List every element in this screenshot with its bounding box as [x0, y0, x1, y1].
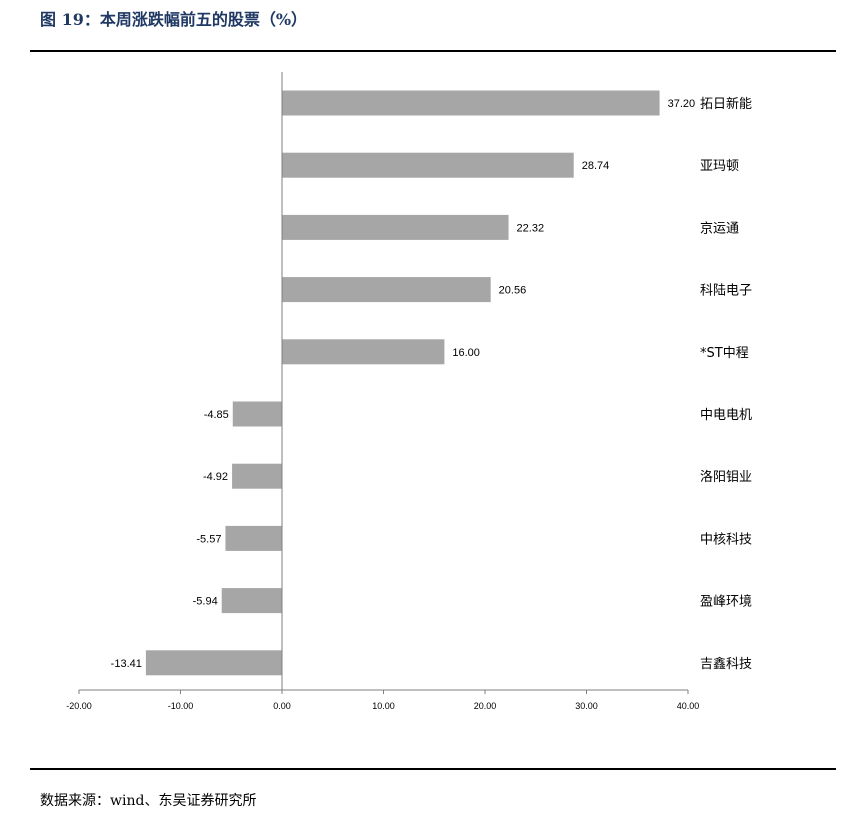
value-label-3: 22.32	[517, 222, 545, 234]
category-label-5: *ST中程	[700, 346, 749, 361]
value-label-4: 20.56	[499, 285, 527, 297]
category-label-8: 中核科技	[700, 532, 752, 547]
x-tick-label-3: 0.00	[273, 701, 291, 711]
x-tick-label-7: 40.00	[677, 701, 700, 711]
value-label-8: -5.57	[196, 533, 221, 545]
value-label-6: -4.85	[204, 409, 229, 421]
bar-4	[282, 277, 491, 303]
figure-title: 图 19：本周涨跌幅前五的股票（%）	[40, 10, 308, 29]
category-label-10: 吉鑫科技	[700, 656, 752, 672]
bar-5	[282, 339, 445, 365]
bar-8	[225, 525, 282, 551]
value-labels-group: 37.20 28.74 22.32 20.56 16.00 -4.85 -4.92 -5.57…	[111, 98, 695, 670]
x-tick-label-6: 30.00	[575, 701, 598, 711]
category-label-1: 拓日新能	[700, 96, 752, 112]
bars-group	[145, 90, 660, 676]
value-label-7: -4.92	[203, 471, 228, 483]
category-label-6: 中电电机	[700, 408, 752, 423]
x-tick-label-5: 20.00	[474, 701, 497, 711]
category-label-2: 亚玛顿	[700, 159, 739, 174]
value-label-10: -13.41	[111, 658, 142, 670]
category-label-9: 盈峰环境	[700, 595, 752, 610]
bar-3	[282, 214, 509, 240]
value-label-2: 28.74	[582, 160, 610, 172]
value-label-9: -5.94	[193, 596, 218, 608]
source-note: 数据来源：wind、东吴证券研究所	[40, 793, 257, 809]
bar-10	[145, 650, 282, 676]
value-label-5: 16.00	[452, 347, 480, 359]
x-tick-label-2: -10.00	[168, 701, 194, 711]
value-label-1: 37.20	[668, 98, 696, 110]
top-rule	[30, 50, 836, 52]
bar-1	[282, 90, 660, 116]
bar-2	[282, 152, 574, 178]
category-label-3: 京运通	[700, 221, 739, 236]
bar-7	[232, 463, 282, 489]
bar-6	[232, 401, 282, 427]
axes-group: -20.00 -10.00 0.00 10.00 20.00 30.00 40.00	[66, 72, 699, 711]
bottom-rule	[30, 768, 836, 770]
category-label-4: 科陆电子	[700, 283, 752, 299]
x-tick-label-4: 10.00	[372, 701, 395, 711]
category-label-7: 洛阳钼业	[700, 470, 752, 485]
x-tick-label-1: -20.00	[66, 701, 92, 711]
bar-9	[221, 588, 282, 614]
